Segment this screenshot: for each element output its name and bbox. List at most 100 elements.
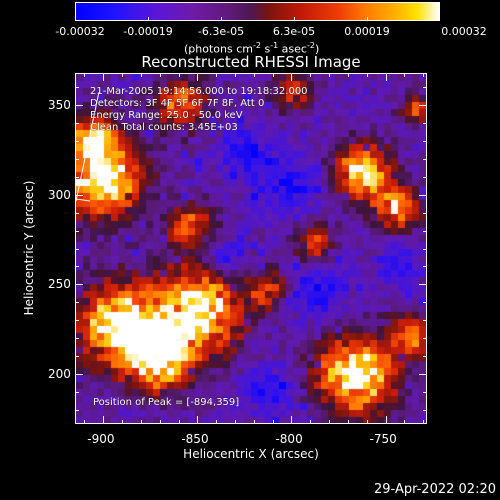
y-tick-label: 250 — [48, 277, 71, 292]
colorbar-tick — [221, 17, 222, 21]
plot-title: Reconstructed RHESSI Image — [141, 53, 361, 71]
y-minor-tick — [75, 212, 79, 214]
y-minor-tick — [423, 320, 427, 322]
units-exp: -2 — [306, 41, 315, 50]
annotation-energy: Energy Range: 25.0 - 50.0 keV — [90, 110, 243, 121]
x-minor-tick — [404, 420, 406, 424]
x-minor-tick — [253, 73, 255, 77]
y-minor-tick — [75, 391, 79, 393]
y-minor-tick — [75, 230, 79, 232]
x-minor-tick — [235, 420, 236, 424]
x-minor-tick — [122, 73, 124, 77]
y-tick-label: 200 — [48, 366, 71, 381]
x-minor-tick — [178, 73, 180, 77]
y-tick — [419, 284, 427, 286]
x-minor-tick — [329, 420, 331, 424]
overlay-svg — [76, 91, 100, 202]
y-minor-tick — [75, 355, 79, 357]
pointer-line — [76, 91, 100, 202]
y-minor-tick — [423, 176, 427, 178]
y-tick-label: 350 — [48, 98, 71, 113]
y-minor-tick — [423, 158, 427, 160]
image-plot-area[interactable]: 21-Mar-2005 19:14:56.000 to 19:18:32.000… — [75, 73, 427, 424]
y-tick-label: 300 — [48, 187, 71, 202]
y-tick — [419, 373, 427, 375]
units-exp: -1 — [270, 41, 279, 50]
y-tick — [75, 373, 83, 375]
x-tick — [197, 416, 199, 424]
x-minor-tick — [423, 73, 425, 77]
y-minor-tick — [75, 320, 79, 322]
x-minor-tick — [347, 73, 349, 77]
x-tick — [197, 73, 199, 81]
y-tick — [75, 284, 83, 286]
colorbar-tick — [439, 17, 440, 21]
y-minor-tick — [75, 248, 79, 250]
units-part: ) — [314, 42, 320, 56]
colorbar-tick-label: 0.00019 — [344, 25, 390, 38]
colorbar-tick-label: -0.00032 — [55, 25, 105, 38]
x-minor-tick — [366, 420, 368, 424]
y-tick — [75, 105, 83, 107]
x-minor-tick — [140, 420, 142, 424]
x-minor-tick — [140, 73, 142, 77]
x-tick — [291, 73, 293, 81]
colorbar — [75, 2, 440, 21]
y-minor-tick — [75, 123, 79, 125]
x-minor-tick — [423, 420, 425, 424]
x-tick-label: -900 — [87, 432, 115, 446]
x-tick — [103, 416, 105, 424]
x-minor-tick — [310, 420, 312, 424]
x-tick-label: -800 — [275, 432, 303, 446]
x-minor-tick — [216, 420, 218, 424]
y-minor-tick — [423, 338, 427, 340]
y-minor-tick — [423, 212, 427, 214]
units-part: s — [260, 42, 271, 56]
units-part: asec — [278, 42, 307, 56]
y-tick — [75, 194, 83, 196]
annotation-time: 21-Mar-2005 19:14:56.000 to 19:18:32.000 — [90, 86, 308, 97]
x-minor-tick — [347, 420, 349, 424]
y-minor-tick — [423, 123, 427, 125]
y-axis-label: Heliocentric Y (arcsec) — [22, 180, 36, 316]
units-part: (photons cm — [184, 42, 253, 56]
x-minor-tick — [366, 73, 368, 77]
colorbar-tick — [367, 17, 368, 21]
x-tick — [385, 416, 387, 424]
x-minor-tick — [84, 420, 86, 424]
x-tick — [291, 416, 293, 424]
x-axis-label: Heliocentric X (arcsec) — [183, 447, 319, 461]
reconstructed-image-canvas — [76, 74, 426, 423]
y-minor-tick — [75, 409, 79, 411]
colorbar-tick-label: 0.00032 — [441, 25, 487, 38]
x-minor-tick — [159, 420, 161, 424]
colorbar-tick-label: -6.3e-05 — [197, 25, 245, 38]
y-minor-tick — [75, 176, 79, 178]
colorbar-units: (photons cm-2 s-1 asec-2) — [184, 40, 319, 56]
y-minor-tick — [423, 248, 427, 250]
x-minor-tick — [235, 73, 236, 77]
footer-timestamp: 29-Apr-2022 02:20 — [374, 482, 496, 497]
x-minor-tick — [159, 73, 161, 77]
y-tick — [419, 194, 427, 196]
x-minor-tick — [404, 73, 406, 77]
x-minor-tick — [178, 420, 180, 424]
x-minor-tick — [122, 420, 124, 424]
y-minor-tick — [75, 338, 79, 340]
x-minor-tick — [329, 73, 331, 77]
x-tick — [385, 73, 387, 81]
colorbar-tick-label: 6.3e-05 — [272, 25, 316, 38]
x-tick-label: -750 — [369, 432, 397, 446]
x-minor-tick — [216, 73, 218, 77]
y-minor-tick — [75, 87, 79, 89]
colorbar-tick — [294, 17, 295, 21]
y-minor-tick — [423, 409, 427, 411]
y-minor-tick — [75, 141, 79, 143]
x-minor-tick — [253, 420, 255, 424]
annotation-clean: Clean Total counts: 3.45E+03 — [90, 122, 238, 133]
y-minor-tick — [75, 266, 79, 268]
y-minor-tick — [423, 141, 427, 143]
annotation-detectors: Detectors: 3F 4F 5F 6F 7F 8F, Att 0 — [90, 98, 265, 109]
y-minor-tick — [423, 302, 427, 304]
